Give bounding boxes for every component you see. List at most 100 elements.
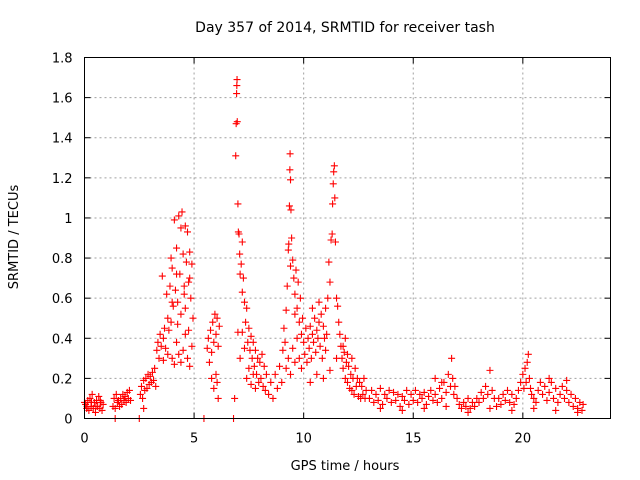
data-point bbox=[243, 374, 251, 382]
data-point bbox=[136, 390, 144, 398]
data-point bbox=[122, 398, 130, 406]
data-point bbox=[235, 230, 243, 238]
data-point bbox=[550, 394, 558, 402]
data-point bbox=[258, 350, 266, 358]
data-point bbox=[249, 370, 257, 378]
data-point bbox=[464, 394, 472, 402]
data-point bbox=[300, 338, 308, 346]
data-point bbox=[234, 200, 242, 208]
data-point bbox=[466, 404, 474, 412]
data-point bbox=[96, 396, 104, 404]
data-point bbox=[488, 386, 496, 394]
data-point bbox=[411, 386, 419, 394]
data-point bbox=[212, 370, 220, 378]
data-point bbox=[543, 396, 551, 404]
data-point bbox=[398, 392, 406, 400]
data-point bbox=[331, 238, 339, 246]
data-point bbox=[112, 390, 120, 398]
data-point bbox=[521, 364, 529, 372]
data-point bbox=[414, 398, 422, 406]
data-point bbox=[289, 256, 297, 264]
data-point bbox=[334, 302, 342, 310]
data-point bbox=[245, 364, 253, 372]
data-point bbox=[280, 324, 288, 332]
data-point bbox=[307, 354, 315, 362]
data-point bbox=[338, 354, 346, 362]
data-point bbox=[530, 404, 538, 412]
data-point bbox=[563, 386, 571, 394]
data-point bbox=[273, 384, 281, 392]
data-point bbox=[243, 304, 251, 312]
data-point bbox=[184, 228, 192, 236]
data-point bbox=[479, 394, 487, 402]
data-point bbox=[318, 354, 326, 362]
data-point bbox=[88, 390, 96, 398]
data-point bbox=[86, 394, 94, 402]
data-point bbox=[331, 194, 339, 202]
x-tick-label: 5 bbox=[190, 432, 198, 447]
data-point bbox=[442, 388, 450, 396]
data-point bbox=[315, 298, 323, 306]
data-point bbox=[168, 264, 176, 272]
data-point bbox=[457, 404, 465, 412]
data-point bbox=[210, 384, 218, 392]
data-point bbox=[214, 394, 222, 402]
data-point bbox=[418, 394, 426, 402]
grid bbox=[84, 57, 611, 419]
data-point bbox=[305, 344, 313, 352]
data-point bbox=[444, 370, 452, 378]
data-point bbox=[285, 240, 293, 248]
data-point bbox=[438, 378, 446, 386]
data-point bbox=[146, 372, 154, 380]
data-point bbox=[493, 402, 501, 410]
data-point bbox=[140, 404, 148, 412]
data-point bbox=[111, 404, 119, 412]
data-point bbox=[462, 402, 470, 410]
data-point bbox=[347, 370, 355, 378]
data-point bbox=[475, 398, 483, 406]
data-point bbox=[158, 272, 166, 280]
data-point bbox=[236, 250, 244, 258]
data-point bbox=[360, 374, 368, 382]
data-point bbox=[245, 324, 253, 332]
x-axis-label: GPS time / hours bbox=[291, 459, 400, 474]
y-tick-label: 0.2 bbox=[52, 372, 73, 387]
data-point bbox=[326, 366, 334, 374]
data-point bbox=[416, 390, 424, 398]
data-point bbox=[556, 390, 564, 398]
data-point bbox=[451, 382, 459, 390]
data-point bbox=[286, 150, 294, 158]
data-point bbox=[185, 278, 193, 286]
data-point bbox=[547, 378, 555, 386]
data-point bbox=[213, 314, 221, 322]
data-point bbox=[368, 386, 376, 394]
data-point bbox=[569, 402, 577, 410]
data-point bbox=[247, 380, 255, 388]
data-point bbox=[341, 374, 349, 382]
data-point bbox=[259, 382, 267, 390]
data-point bbox=[322, 304, 330, 312]
data-point bbox=[142, 374, 150, 382]
data-point bbox=[308, 330, 316, 338]
data-point bbox=[289, 344, 297, 352]
data-point bbox=[359, 390, 367, 398]
data-point bbox=[212, 330, 220, 338]
data-point bbox=[139, 394, 147, 402]
data-point bbox=[385, 386, 393, 394]
data-point bbox=[175, 212, 183, 220]
data-point bbox=[313, 326, 321, 334]
data-point bbox=[353, 374, 361, 382]
data-point bbox=[287, 176, 295, 184]
data-point bbox=[213, 378, 221, 386]
data-point bbox=[291, 290, 299, 298]
y-tick-label: 1.2 bbox=[52, 172, 73, 187]
data-point bbox=[468, 398, 476, 406]
data-point bbox=[429, 396, 437, 404]
data-point bbox=[240, 344, 248, 352]
data-point bbox=[167, 318, 175, 326]
y-tick-label: 0.6 bbox=[52, 292, 73, 307]
data-point bbox=[177, 310, 185, 318]
data-point bbox=[574, 408, 582, 416]
data-point bbox=[98, 406, 106, 414]
y-tick-label: 1.8 bbox=[52, 52, 73, 67]
